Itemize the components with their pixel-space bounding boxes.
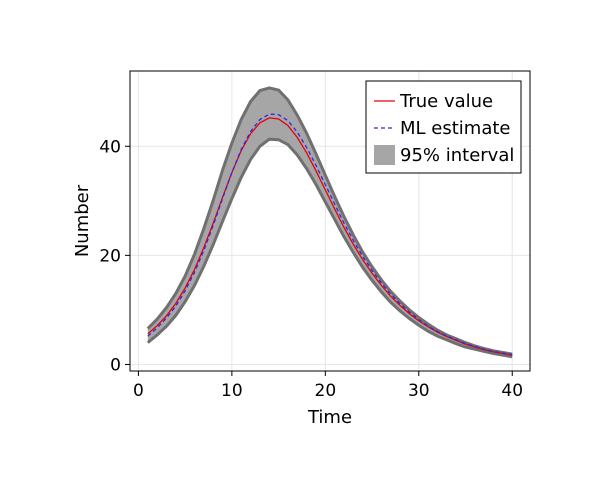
y-axis-label: Number	[72, 184, 93, 257]
y-tick-label: 40	[99, 137, 121, 157]
ticks: 0 10 20 30 40 0 20 40	[99, 137, 523, 401]
x-tick-label: 10	[221, 381, 243, 401]
legend-symbol-interval	[374, 145, 395, 165]
x-tick-label: 30	[408, 381, 430, 401]
series-layer	[147, 113, 513, 356]
legend-label-interval: 95% interval	[400, 145, 514, 166]
interval-lower-edge	[146, 137, 513, 359]
x-tick-label: 40	[501, 381, 523, 401]
interval-upper-edge	[146, 86, 513, 356]
legend-label-ml-estimate: ML estimate	[400, 118, 511, 139]
y-tick-label: 20	[99, 246, 121, 266]
x-tick-label: 0	[133, 381, 144, 401]
ml-estimate-line	[147, 113, 513, 356]
x-axis-label: Time	[307, 407, 352, 428]
legend: True value ML estimate 95% interval	[365, 80, 522, 174]
x-tick-label: 20	[315, 381, 337, 401]
legend-label-true-value: True value	[399, 91, 493, 112]
y-tick-label: 0	[110, 355, 121, 375]
plot-frame	[129, 70, 531, 372]
